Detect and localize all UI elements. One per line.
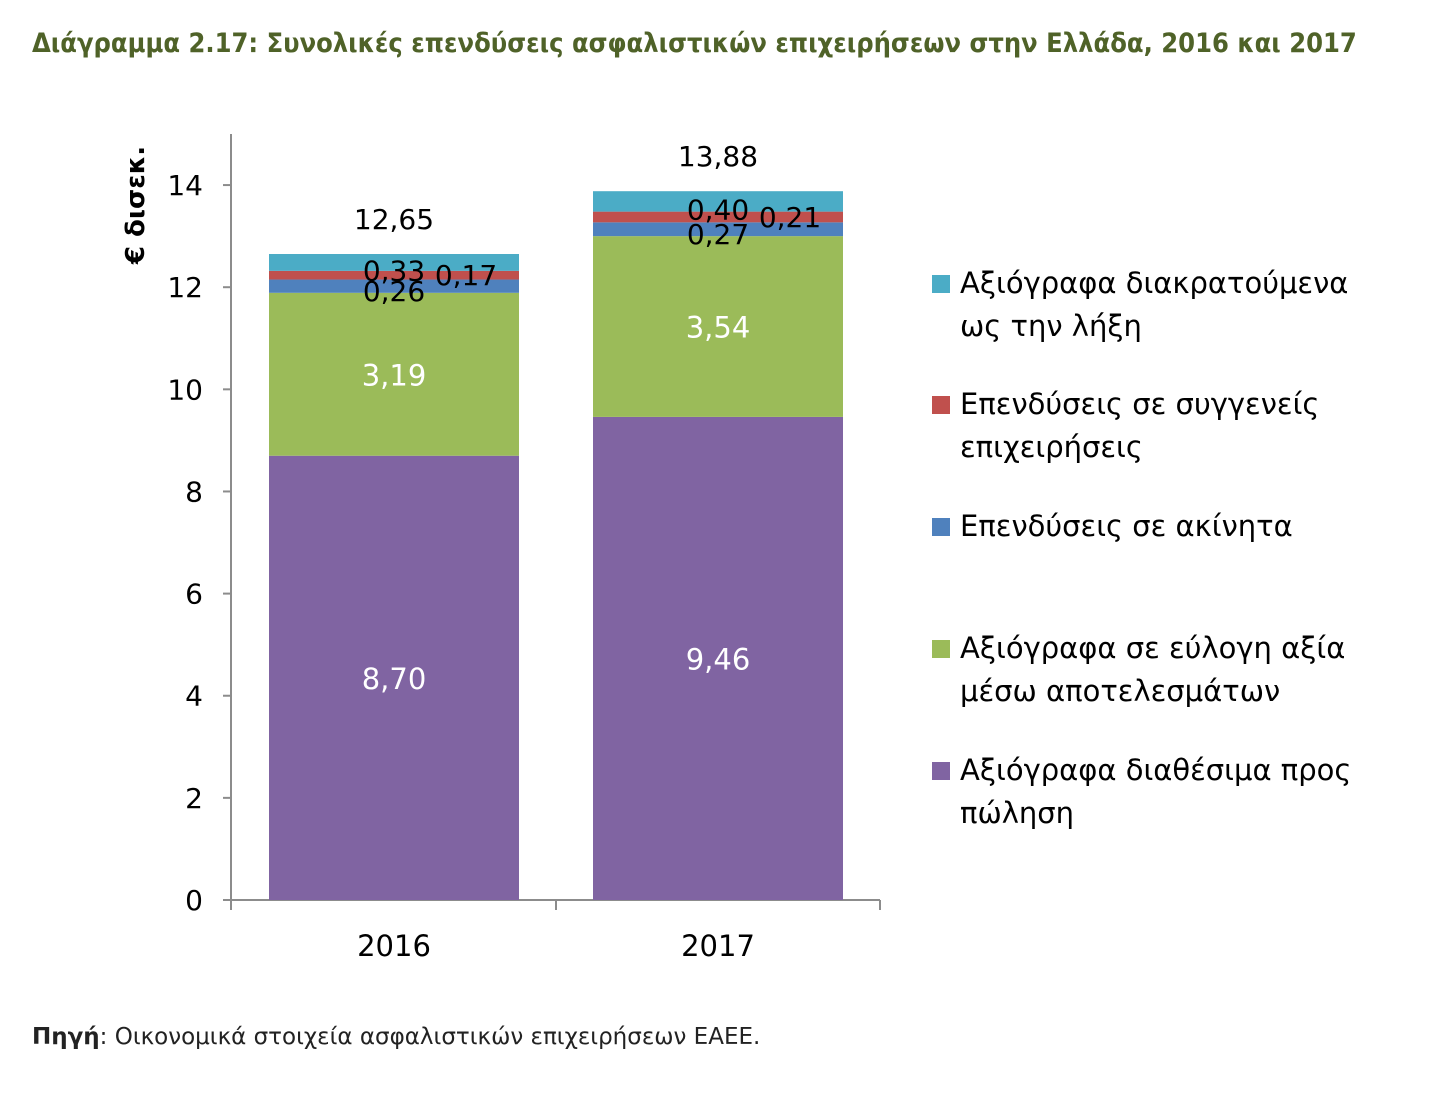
- legend-label: ως την λήξη: [960, 309, 1142, 343]
- legend: Αξιόγραφα διακρατούμενα ως την λήξη Επενδύ…: [932, 266, 1351, 830]
- y-tick-label: 2: [185, 782, 203, 815]
- axes: 0 2 4 6 8 10 12 14 2016 2017 € δισεκ.: [121, 134, 881, 963]
- data-label: 9,46: [686, 642, 751, 676]
- legend-label: Αξιόγραφα σε εύλογη αξία: [960, 631, 1345, 665]
- y-tick-label: 10: [167, 373, 203, 406]
- data-label: 0,40: [687, 193, 749, 226]
- bar-segment: [593, 416, 843, 900]
- legend-swatch: [932, 275, 950, 293]
- data-label: 0,27: [687, 218, 749, 251]
- legend-label: Επενδύσεις σε συγγενείς: [960, 387, 1319, 421]
- data-label: 3,19: [362, 358, 427, 392]
- legend-swatch: [932, 640, 950, 658]
- y-tick-label: 4: [185, 680, 203, 713]
- total-label: 13,88: [678, 140, 758, 173]
- bars: [269, 191, 843, 900]
- y-tick-label: 12: [167, 271, 203, 304]
- legend-swatch: [932, 518, 950, 536]
- source-label: Πηγή: [32, 1024, 100, 1050]
- legend-swatch: [932, 396, 950, 414]
- bar-segment: [269, 292, 519, 456]
- data-label: 3,54: [686, 311, 751, 345]
- y-axis-title: € δισεκ.: [121, 146, 151, 265]
- data-label: 0,26: [363, 275, 425, 308]
- chart-title: Διάγραμμα 2.17: Συνολικές επενδύσεις ασφ…: [32, 28, 1357, 59]
- y-tick-label: 14: [167, 169, 203, 202]
- source-text: : Οικονομικά στοιχεία ασφαλιστικών επιχε…: [99, 1024, 761, 1050]
- legend-swatch: [932, 762, 950, 780]
- data-label: 0,33: [363, 254, 425, 287]
- legend-label: μέσω αποτελεσμάτων: [960, 674, 1280, 708]
- legend-label: Αξιόγραφα διαθέσιμα προς: [960, 753, 1351, 787]
- y-tick-label: 6: [185, 578, 203, 611]
- bar-segment: [593, 236, 843, 417]
- legend-label: επιχειρήσεις: [960, 430, 1143, 464]
- bar-segment: [269, 455, 519, 900]
- legend-label: Επενδύσεις σε ακίνητα: [960, 509, 1293, 543]
- data-label: 8,70: [362, 662, 427, 696]
- data-label: 0,17: [435, 259, 497, 292]
- x-tick-label: 2016: [357, 929, 431, 963]
- bar-segment: [593, 191, 843, 212]
- bar-segment: [269, 254, 519, 271]
- bar-segment: [269, 270, 519, 280]
- legend-label: Αξιόγραφα διακρατούμενα: [960, 266, 1348, 300]
- bar-segment: [593, 211, 843, 223]
- bar-segment: [269, 279, 519, 293]
- y-tick-label: 8: [185, 475, 203, 508]
- data-label: 0,21: [759, 201, 821, 234]
- stacked-bar-chart: 0 2 4 6 8 10 12 14 2016 2017 € δισεκ. 8,70 3,19 0,26…: [121, 134, 1351, 963]
- y-tick-label: 0: [185, 884, 203, 917]
- total-label: 12,65: [354, 203, 434, 236]
- source-note: Πηγή: Οικονομικά στοιχεία ασφαλιστικών ε…: [32, 1024, 760, 1050]
- legend-label: πώληση: [960, 796, 1074, 830]
- bar-segment: [593, 222, 843, 237]
- x-tick-label: 2017: [681, 929, 755, 963]
